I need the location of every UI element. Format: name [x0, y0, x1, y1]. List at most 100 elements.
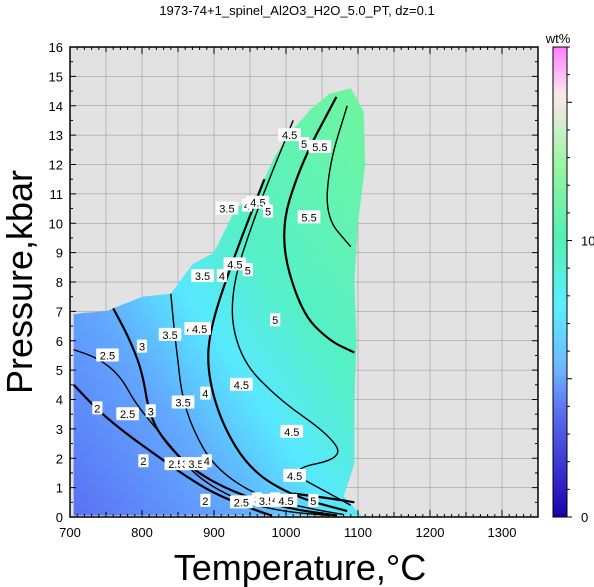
contour-label: 4: [202, 389, 208, 401]
contour-label: 3: [148, 406, 154, 418]
y-axis-label: Pressure,kbar: [0, 170, 40, 394]
contour-label-bg: [270, 313, 281, 327]
chart-title: 1973-74+1_spinel_Al2O3_H2O_5.0_PT, dz=0.…: [159, 3, 434, 18]
y-tick-label: 16: [49, 40, 63, 55]
contour-label-bg: [138, 454, 149, 468]
contour-label-bg: [223, 257, 247, 271]
contour-label-bg: [283, 468, 306, 482]
contour-label: 5: [272, 315, 278, 327]
contour-label: 2: [94, 403, 100, 415]
y-tick-label: 14: [49, 99, 63, 114]
contour-label: 3.5: [162, 330, 177, 342]
y-tick-label: 10: [49, 216, 63, 231]
contour-label-bg: [184, 457, 208, 471]
contour-label: 4.5: [282, 130, 297, 142]
y-tick-label: 0: [56, 510, 63, 525]
contour-label: 4.5: [234, 380, 249, 392]
axis-ticks: 700 800 900 1000 1100 1200 1300012345678910111…: [49, 40, 539, 540]
contour-label: 4.5: [287, 471, 302, 483]
y-tick-label: 11: [50, 187, 64, 202]
contour-label-bg: [278, 128, 301, 142]
contour-label: 3.5: [219, 204, 234, 216]
contour-label-bg: [188, 322, 211, 335]
contour-label-bg: [230, 377, 253, 391]
y-tick-label: 13: [49, 128, 63, 143]
contour-label-bg: [171, 395, 195, 409]
colorbar-tick-label: 10: [581, 234, 594, 249]
y-tick-label: 3: [56, 422, 63, 437]
contour-label-bg: [116, 407, 139, 421]
contour-label: 4.5: [250, 198, 265, 210]
y-tick-label: 4: [56, 393, 63, 408]
x-tick-label: 1000: [272, 525, 301, 540]
contour-label-bg: [230, 495, 253, 509]
y-tick-label: 15: [49, 69, 63, 84]
contour-label-bg: [200, 386, 211, 400]
y-tick-label: 2: [56, 451, 63, 466]
contour-label-bg: [145, 404, 156, 418]
contour-label-bg: [262, 204, 274, 218]
contour-label: 5: [301, 139, 307, 151]
contour-label: 2: [202, 496, 208, 508]
x-tick-label: 700: [59, 525, 81, 540]
y-tick-label: 1: [56, 481, 63, 496]
contour-label-bg: [308, 139, 332, 153]
contour-label: 3.5: [195, 271, 210, 283]
contour-label-bg: [191, 269, 214, 283]
contour-label: 4.5: [227, 259, 242, 271]
contour-line-5.5: [326, 105, 352, 248]
y-tick-label: 9: [56, 246, 63, 261]
contour-label: 3.5: [188, 459, 203, 471]
contour-label-bg: [215, 201, 239, 215]
contour-label-bg: [280, 424, 304, 438]
colorbar-tick-label: 0: [581, 510, 588, 525]
contour-label: 4: [219, 271, 225, 283]
colorbar: [552, 46, 568, 518]
contour-label: 2.5: [168, 459, 183, 471]
contour-label-bg: [201, 454, 212, 468]
contour-label: 2.5: [234, 497, 249, 509]
x-tick-label: 800: [131, 525, 153, 540]
contour-label-bg: [216, 269, 228, 283]
x-tick-label: 900: [203, 525, 225, 540]
y-tick-label: 6: [56, 334, 63, 349]
contour-label: 5: [310, 496, 316, 508]
contour-label-bg: [158, 327, 182, 341]
contour-label-bg: [242, 263, 253, 277]
contour-label: 2: [140, 456, 146, 468]
contour-label: 5: [245, 265, 251, 277]
y-tick-label: 12: [49, 158, 63, 173]
y-tick-label: 5: [56, 363, 63, 378]
x-tick-label: 1100: [344, 525, 372, 540]
x-tick-label: 1200: [416, 525, 445, 540]
contour-label-bg: [92, 401, 103, 415]
contour-label-bg: [136, 339, 148, 353]
contour-label: 3: [139, 342, 145, 354]
y-tick-label: 7: [56, 304, 63, 319]
contour-label: 5.5: [301, 212, 316, 224]
contour-label: 4.5: [192, 324, 207, 336]
contour-label: 3.5: [175, 397, 190, 409]
contour-line-4: [207, 178, 348, 513]
contour-label-bg: [297, 210, 321, 224]
contour-label-bg: [308, 493, 319, 507]
contour-line-5: [283, 96, 355, 354]
contour-label: 2.5: [100, 350, 115, 362]
contour-label: 5.5: [312, 142, 327, 154]
contour-label: 5: [265, 207, 271, 219]
contour-label-bg: [96, 348, 119, 362]
contour-label: 2.5: [120, 409, 135, 421]
colorbar-ticks: 0 10: [567, 46, 594, 525]
contour-label-bg: [298, 136, 310, 150]
contour-label-bg: [200, 493, 211, 507]
y-tick-label: 8: [56, 275, 63, 290]
contour-labels: 2.522.52332.53.53.5444.533.543.544.554.5…: [92, 128, 332, 509]
x-tick-label: 1300: [488, 525, 517, 540]
colorbar-label: wt%: [545, 31, 571, 46]
contour-label: 4: [204, 456, 210, 468]
contour-label-bg: [274, 493, 298, 507]
x-axis-label: Temperature,°C: [174, 547, 427, 587]
contour-label: 4.5: [278, 496, 293, 508]
contour-label: 4.5: [284, 427, 299, 439]
